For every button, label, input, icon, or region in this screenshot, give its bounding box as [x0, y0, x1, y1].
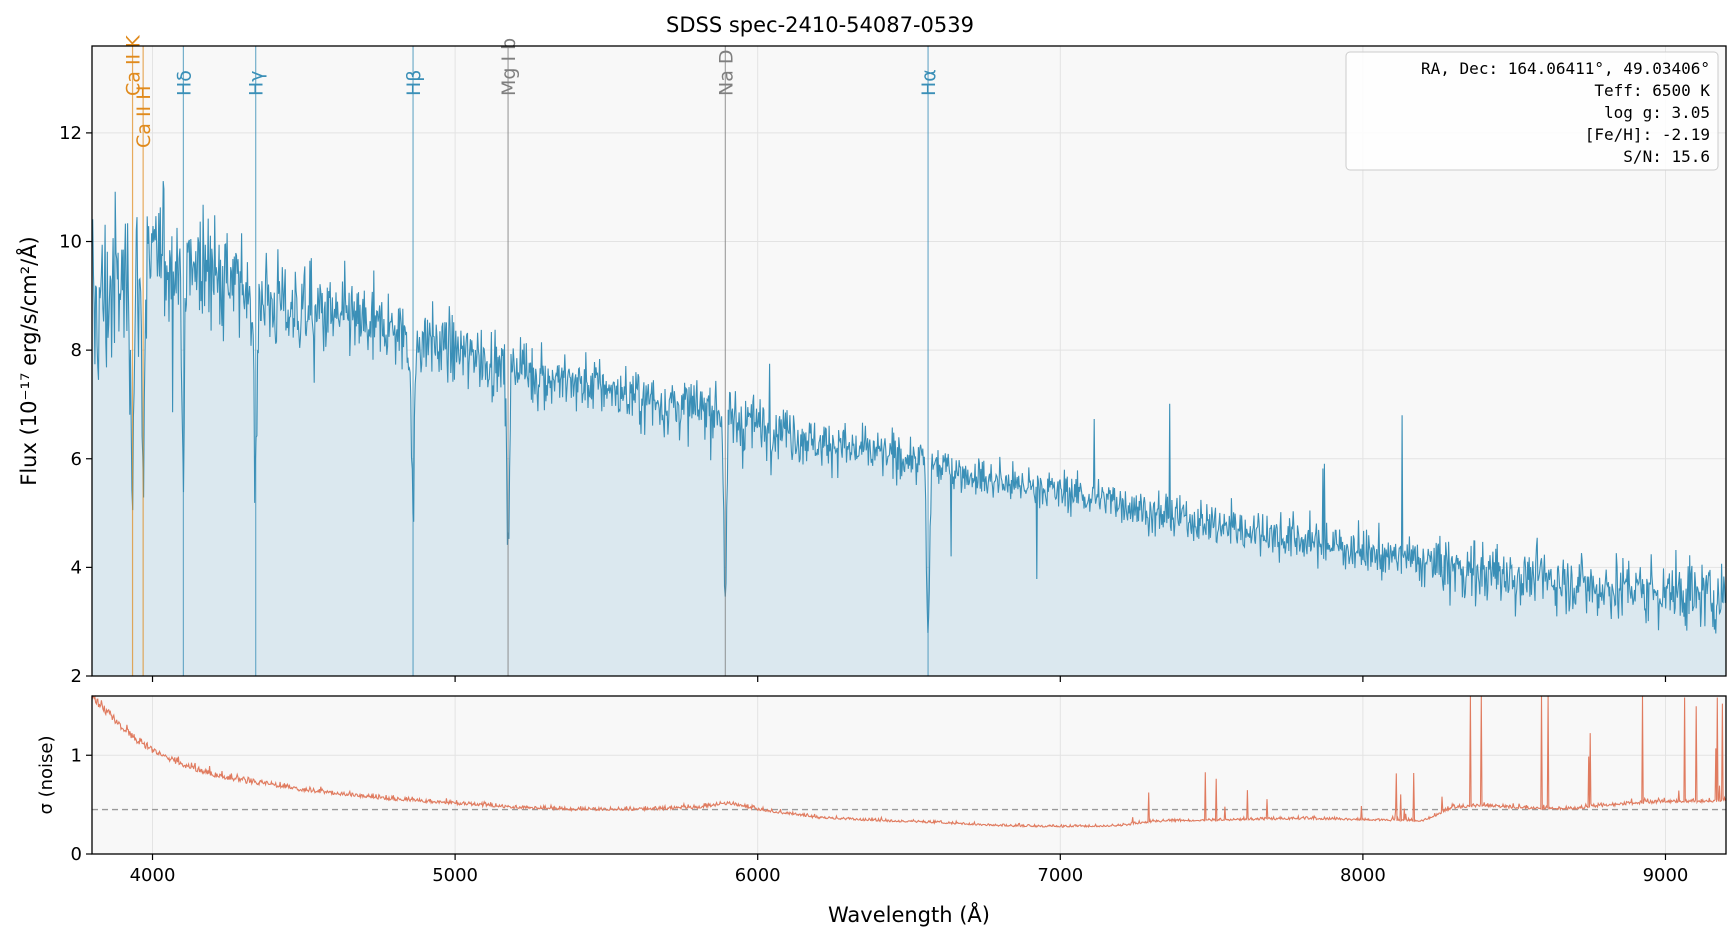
wavelength-axis-label: Wavelength (Å) — [828, 901, 990, 927]
info-line: [Fe/H]: -2.19 — [1585, 125, 1710, 144]
info-line: RA, Dec: 164.06411°, 49.03406° — [1421, 59, 1710, 78]
spectral-line-label: Ca II H — [133, 86, 155, 148]
x-tick-label: 4000 — [130, 865, 176, 886]
y-tick-label: 6 — [71, 449, 82, 470]
noise-axis-label: σ (noise) — [36, 735, 57, 814]
flux-plot — [91, 181, 1727, 676]
info-line: log g: 3.05 — [1604, 103, 1710, 122]
noise-plot — [91, 694, 1727, 829]
spectral-line-label: Na D — [715, 49, 737, 96]
x-tick-label: 8000 — [1340, 865, 1386, 886]
flux-axis-label: Flux (10⁻¹⁷ erg/s/cm²/Å) — [15, 236, 41, 486]
spectral-line-label: Mg I b — [498, 38, 520, 96]
y-tick-label: 12 — [59, 123, 82, 144]
x-tick-label: 9000 — [1643, 865, 1689, 886]
spectral-line-label: Hδ — [173, 70, 195, 96]
x-tick-label: 5000 — [432, 865, 478, 886]
y-tick-label: 4 — [71, 557, 82, 578]
noise-plot-area — [92, 696, 1726, 854]
info-line: S/N: 15.6 — [1623, 147, 1710, 166]
spectral-line-label: Hγ — [246, 70, 268, 96]
noise-series-line — [91, 694, 1727, 829]
y-tick-label: 10 — [59, 232, 82, 253]
spectral-line-label: Hβ — [403, 70, 425, 96]
spectral-line-label: Ca II K — [123, 35, 145, 96]
flux-fill — [92, 181, 1726, 676]
x-tick-label: 6000 — [735, 865, 781, 886]
x-tick-label: 7000 — [1037, 865, 1083, 886]
y-tick-label: 8 — [71, 340, 82, 361]
spectral-line-label: Hα — [918, 69, 940, 96]
y-tick-label: 2 — [71, 666, 82, 687]
y-tick-label: 0 — [71, 844, 82, 865]
y-tick-label: 1 — [71, 745, 82, 766]
info-line: Teff: 6500 K — [1594, 81, 1710, 100]
chart-title: SDSS spec-2410-54087-0539 — [666, 13, 974, 37]
info-box: RA, Dec: 164.06411°, 49.03406° Teff: 650… — [1345, 51, 1719, 171]
flux-series-line — [91, 181, 1727, 634]
